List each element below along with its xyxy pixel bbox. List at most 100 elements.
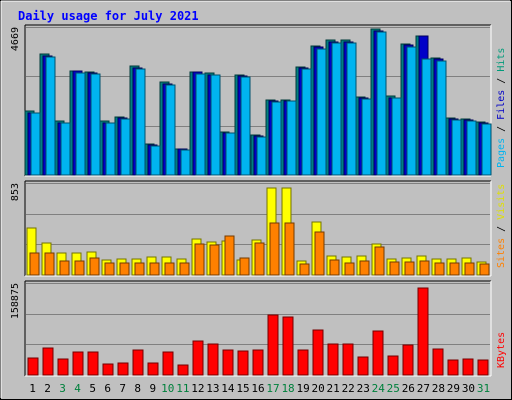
- bar-sites-day-1: [29, 252, 40, 276]
- x-tick-label-day-25: 25: [387, 382, 400, 395]
- panel-max-label: 853: [10, 183, 21, 201]
- bar-sites-day-30: [464, 262, 475, 276]
- bar-kbytes-day-2: [42, 347, 54, 376]
- bar-pages-day-11: [180, 149, 191, 176]
- x-tick-label-day-13: 13: [206, 382, 219, 395]
- x-tick-label-day-24: 24: [372, 382, 386, 395]
- bar-sites-day-18: [284, 222, 295, 276]
- x-tick-label-day-29: 29: [447, 382, 460, 395]
- bar-pages-day-30: [466, 120, 477, 176]
- bar-pages-day-22: [346, 42, 357, 176]
- bar-kbytes-day-15: [237, 350, 249, 376]
- bar-sites-day-7: [119, 262, 130, 276]
- bar-kbytes-day-4: [72, 351, 84, 376]
- legend-entry-sites: Sites: [496, 238, 507, 268]
- bar-pages-day-14: [225, 132, 236, 176]
- bar-kbytes-day-23: [357, 356, 369, 376]
- bar-pages-day-18: [286, 100, 297, 176]
- x-tick-label-day-3: 3: [59, 382, 66, 395]
- bar-sites-day-28: [434, 262, 445, 276]
- x-tick-label-day-26: 26: [402, 382, 415, 395]
- bar-pages-day-8: [135, 68, 146, 176]
- bar-sites-day-22: [344, 262, 355, 276]
- bar-kbytes-day-22: [342, 343, 354, 376]
- bar-pages-day-26: [406, 46, 417, 176]
- x-tick-label-day-20: 20: [312, 382, 325, 395]
- bar-kbytes-day-3: [57, 358, 69, 376]
- bar-kbytes-day-18: [282, 316, 294, 376]
- x-tick-label-day-18: 18: [281, 382, 294, 395]
- bar-kbytes-day-11: [177, 364, 189, 376]
- legend-entry-pages: Pages: [496, 138, 507, 168]
- x-tick-label-day-6: 6: [104, 382, 111, 395]
- bar-pages-day-23: [361, 98, 372, 176]
- legend-entry-kbytes: KBytes: [496, 332, 507, 368]
- bar-sites-day-16: [254, 242, 265, 276]
- bar-sites-day-2: [44, 252, 55, 276]
- x-tick-label-day-16: 16: [251, 382, 264, 395]
- bar-sites-day-25: [389, 261, 400, 276]
- bar-pages-day-28: [436, 60, 447, 176]
- panel-max-label: 4669: [10, 27, 21, 51]
- bar-pages-day-29: [451, 119, 462, 176]
- bar-sites-day-13: [209, 244, 220, 276]
- bar-pages-day-9: [150, 145, 161, 176]
- bar-kbytes-day-19: [297, 349, 309, 376]
- bar-pages-day-19: [301, 68, 312, 176]
- bar-sites-day-6: [104, 262, 115, 276]
- bar-pages-day-31: [481, 123, 492, 176]
- bar-sites-day-4: [74, 260, 85, 276]
- panel-max-label: 158875: [10, 283, 21, 319]
- bar-pages-day-20: [316, 48, 327, 176]
- legend-entry-visits: Visits: [496, 184, 507, 220]
- x-tick-label-day-11: 11: [176, 382, 189, 395]
- bar-pages-day-17: [271, 101, 282, 176]
- bar-sites-day-8: [134, 262, 145, 276]
- bar-kbytes-day-29: [447, 359, 459, 376]
- x-tick-label-day-8: 8: [134, 382, 141, 395]
- bar-kbytes-day-16: [252, 349, 264, 376]
- x-tick-label-day-23: 23: [357, 382, 370, 395]
- bar-pages-day-24: [376, 31, 387, 176]
- panel-kbytes: 158875 KBytes: [10, 280, 507, 377]
- bar-pages-day-21: [331, 42, 342, 176]
- legend-entry-files: Files: [496, 90, 507, 120]
- panel-visits-sites: 853 Sites / Visits: [10, 180, 507, 277]
- x-tick-label-day-4: 4: [74, 382, 81, 395]
- x-tick-label-day-10: 10: [161, 382, 174, 395]
- bar-kbytes-day-8: [132, 349, 144, 376]
- x-tick-label-day-27: 27: [417, 382, 430, 395]
- panel-legend: Pages / Files / Hits: [496, 48, 507, 168]
- bar-sites-day-15: [239, 257, 250, 276]
- x-tick-label-day-9: 9: [149, 382, 156, 395]
- bar-pages-day-7: [120, 118, 131, 176]
- bar-pages-day-16: [256, 136, 267, 176]
- bar-sites-day-12: [194, 243, 205, 276]
- x-axis-labels: 1 2 3 4 5 6 7 8 9 10 11 12 13 14 15 16 17 18 19 20 21 22 23 24 2…: [29, 382, 490, 395]
- x-tick-label-day-14: 14: [221, 382, 235, 395]
- bar-pages-day-2: [45, 56, 56, 176]
- bar-pages-day-3: [60, 122, 71, 176]
- x-tick-label-day-15: 15: [236, 382, 249, 395]
- bar-kbytes-day-9: [147, 362, 159, 376]
- bar-kbytes-day-7: [117, 362, 129, 376]
- legend-separator: /: [496, 220, 507, 238]
- bar-kbytes-day-26: [402, 344, 414, 376]
- series-sites: [29, 222, 490, 276]
- bar-pages-day-27: [421, 58, 432, 176]
- bar-pages-day-5: [90, 73, 101, 176]
- bar-sites-day-11: [179, 262, 190, 276]
- bar-sites-day-24: [374, 246, 385, 276]
- x-tick-label-day-31: 31: [477, 382, 490, 395]
- bar-sites-day-3: [59, 260, 70, 276]
- bar-kbytes-day-24: [372, 330, 384, 376]
- bar-sites-day-9: [149, 262, 160, 276]
- bar-sites-day-23: [359, 260, 370, 276]
- series-kbytes: [27, 287, 489, 376]
- bar-kbytes-day-17: [267, 314, 279, 376]
- x-tick-label-day-1: 1: [29, 382, 36, 395]
- bar-kbytes-day-25: [387, 355, 399, 376]
- bar-kbytes-day-28: [432, 348, 444, 376]
- chart-title: Daily usage for July 2021: [18, 9, 199, 23]
